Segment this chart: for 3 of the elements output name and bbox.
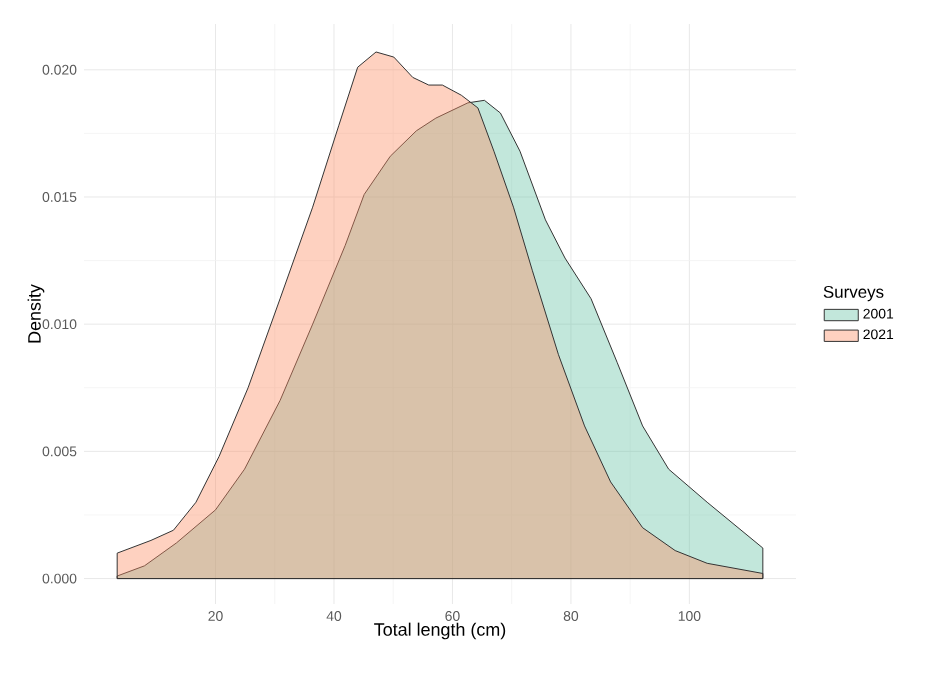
y-axis-title: Density bbox=[27, 284, 45, 343]
x-axis-title: Total length (cm) bbox=[374, 622, 506, 640]
legend-title: Surveys bbox=[823, 285, 884, 302]
